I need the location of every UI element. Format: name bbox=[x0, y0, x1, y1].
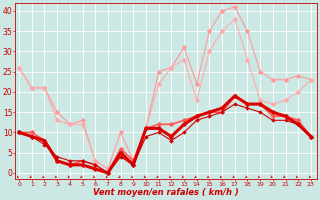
X-axis label: Vent moyen/en rafales ( km/h ): Vent moyen/en rafales ( km/h ) bbox=[93, 188, 239, 197]
